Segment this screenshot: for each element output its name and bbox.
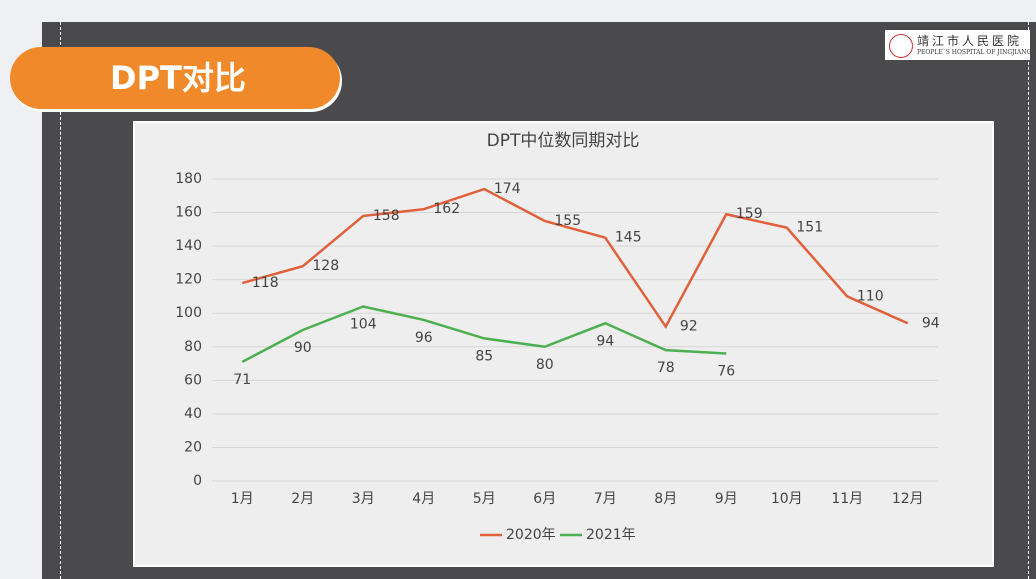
x-tick-label: 4月 <box>412 491 435 507</box>
legend-label: 2020年 <box>506 527 556 543</box>
data-label: 118 <box>252 275 279 291</box>
x-tick-label: 10月 <box>771 491 803 507</box>
logo: 靖江市人民医院 PEOPLE`S HOSPITAL OF JINGJIANG <box>885 30 1032 60</box>
data-label: 76 <box>717 363 735 379</box>
data-label: 80 <box>536 357 554 373</box>
data-label: 104 <box>350 317 377 333</box>
y-tick-label: 160 <box>175 205 202 221</box>
chart-title: DPT中位数同期对比 <box>487 131 640 151</box>
y-tick-label: 0 <box>193 473 202 489</box>
x-tick-label: 5月 <box>473 491 496 507</box>
x-tick-label: 2月 <box>291 491 314 507</box>
logo-icon <box>889 34 913 58</box>
line <box>241 305 727 363</box>
data-label: 96 <box>415 330 433 346</box>
data-label: 94 <box>922 315 940 331</box>
data-label: 174 <box>494 181 521 197</box>
x-tick-label: 3月 <box>352 491 375 507</box>
data-label: 151 <box>796 220 823 236</box>
x-tick-label: 9月 <box>715 491 738 507</box>
data-label: 159 <box>736 206 763 222</box>
y-tick-label: 20 <box>184 439 202 455</box>
data-label: 145 <box>615 230 642 246</box>
x-tick-label: 11月 <box>831 491 863 507</box>
y-tick-label: 140 <box>175 238 202 254</box>
x-tick-label: 7月 <box>594 491 617 507</box>
data-label: 162 <box>433 201 460 217</box>
x-tick-label: 12月 <box>892 491 924 507</box>
x-tick-label: 6月 <box>533 491 556 507</box>
data-label: 155 <box>554 213 581 229</box>
y-tick-label: 100 <box>175 305 202 321</box>
legend-label: 2021年 <box>586 527 636 543</box>
x-tick-label: 1月 <box>231 491 254 507</box>
y-tick-label: 40 <box>184 406 202 422</box>
data-label: 92 <box>680 319 698 335</box>
data-label: 158 <box>373 208 400 224</box>
slide-title: DPT对比 <box>10 47 340 109</box>
data-label: 78 <box>657 360 675 376</box>
y-tick-label: 80 <box>184 339 202 355</box>
y-tick-label: 60 <box>184 372 202 388</box>
y-tick-label: 180 <box>175 171 202 187</box>
logo-subtitle: PEOPLE`S HOSPITAL OF JINGJIANG <box>917 49 1032 56</box>
x-tick-label: 8月 <box>654 491 677 507</box>
dashed-line <box>1028 22 1029 579</box>
dashed-line <box>60 22 61 579</box>
data-label: 110 <box>857 288 884 304</box>
line <box>241 187 909 330</box>
data-label: 128 <box>312 258 339 274</box>
y-tick-label: 120 <box>175 272 202 288</box>
data-label: 71 <box>233 372 251 388</box>
chart-panel <box>133 121 994 567</box>
data-label: 94 <box>596 333 614 349</box>
data-label: 90 <box>294 340 312 356</box>
data-label: 85 <box>475 348 493 364</box>
logo-name: 靖江市人民医院 <box>917 34 1023 48</box>
